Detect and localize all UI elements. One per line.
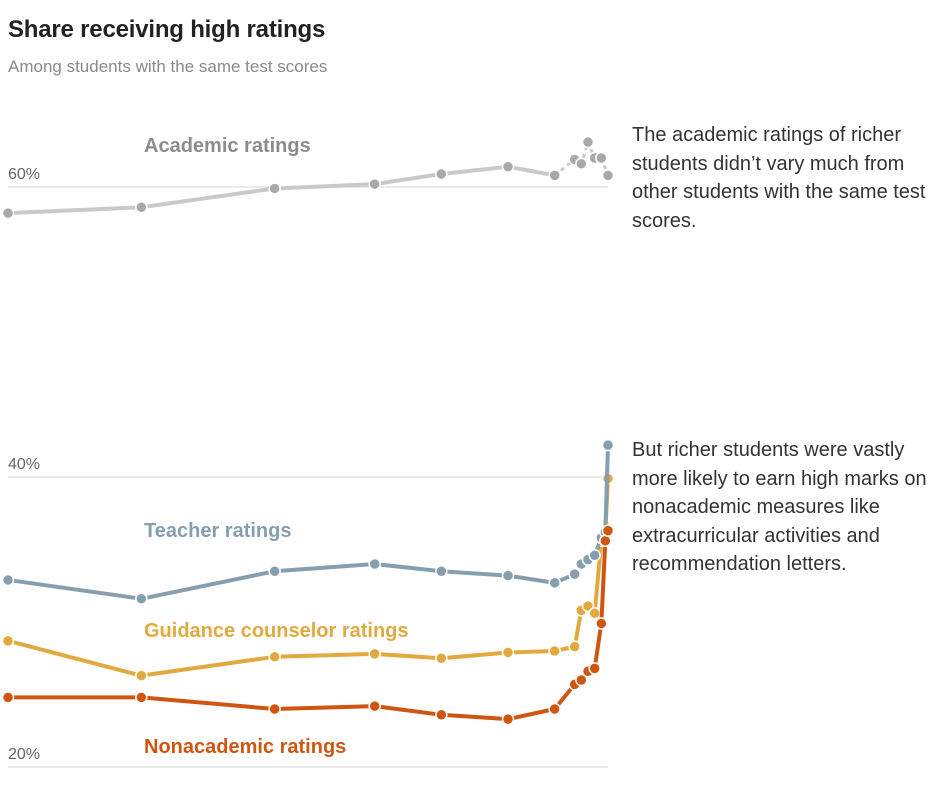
data-point-academic-1 <box>135 201 148 214</box>
series-label-nonacademic: Nonacademic ratings <box>144 736 346 758</box>
data-point-teacher-13 <box>601 438 615 452</box>
data-point-academic-4 <box>435 167 448 181</box>
data-point-academic-5 <box>501 160 515 173</box>
chart-title: Share receiving high ratings <box>8 16 326 43</box>
data-point-teacher-5 <box>501 569 515 582</box>
data-point-academic-11 <box>595 151 608 165</box>
series-label-teacher: Teacher ratings <box>144 520 291 542</box>
data-point-counselor-2 <box>268 650 281 664</box>
data-point-nonacademic-0 <box>1 691 15 704</box>
data-point-teacher-2 <box>268 565 281 578</box>
data-point-academic-3 <box>368 177 381 191</box>
data-point-counselor-0 <box>1 634 15 648</box>
chart-subtitle: Among students with the same test scores <box>8 57 328 76</box>
data-point-counselor-6 <box>548 644 561 658</box>
data-point-nonacademic-8 <box>575 673 588 687</box>
data-point-nonacademic-6 <box>548 702 561 716</box>
data-point-academic-6 <box>548 169 561 182</box>
data-point-nonacademic-2 <box>268 702 281 716</box>
data-point-teacher-6 <box>548 576 561 590</box>
data-point-nonacademic-5 <box>501 712 515 726</box>
data-point-academic-0 <box>1 206 15 220</box>
data-point-teacher-10 <box>588 549 601 562</box>
data-point-counselor-10 <box>588 607 601 620</box>
data-point-academic-13 <box>601 169 615 182</box>
academic-annotation: The academic ratings of richer students … <box>632 124 926 232</box>
y-tick-label-40: 40% <box>8 456 40 473</box>
series-label-academic: Academic ratings <box>144 135 311 157</box>
series-line-academic <box>6 164 557 216</box>
data-point-nonacademic-11 <box>595 617 608 630</box>
data-point-teacher-7 <box>568 567 581 581</box>
data-point-academic-8 <box>575 157 588 171</box>
data-point-counselor-7 <box>568 640 581 653</box>
data-point-nonacademic-3 <box>368 699 381 713</box>
data-point-counselor-3 <box>368 647 381 661</box>
data-point-teacher-1 <box>135 592 148 606</box>
data-point-nonacademic-12 <box>599 534 612 548</box>
data-point-counselor-4 <box>435 652 448 665</box>
series-label-counselor: Guidance counselor ratings <box>144 620 409 642</box>
data-point-teacher-0 <box>1 573 15 587</box>
y-tick-label-20: 20% <box>8 746 40 763</box>
data-point-nonacademic-1 <box>135 691 148 704</box>
data-point-nonacademic-4 <box>435 708 448 722</box>
data-point-academic-2 <box>268 182 281 195</box>
data-point-teacher-4 <box>435 565 448 578</box>
data-point-counselor-5 <box>501 646 515 659</box>
data-point-academic-9 <box>581 135 595 149</box>
data-point-counselor-1 <box>135 669 148 682</box>
y-tick-label-60: 60% <box>8 166 40 183</box>
series-line-nonacademic <box>6 528 610 722</box>
series-line-teacher <box>6 443 610 601</box>
data-point-nonacademic-13 <box>601 524 615 537</box>
data-point-nonacademic-10 <box>588 662 601 675</box>
data-point-teacher-3 <box>368 557 381 571</box>
nonacademic-annotation: But richer students were vastly more lik… <box>632 439 927 575</box>
